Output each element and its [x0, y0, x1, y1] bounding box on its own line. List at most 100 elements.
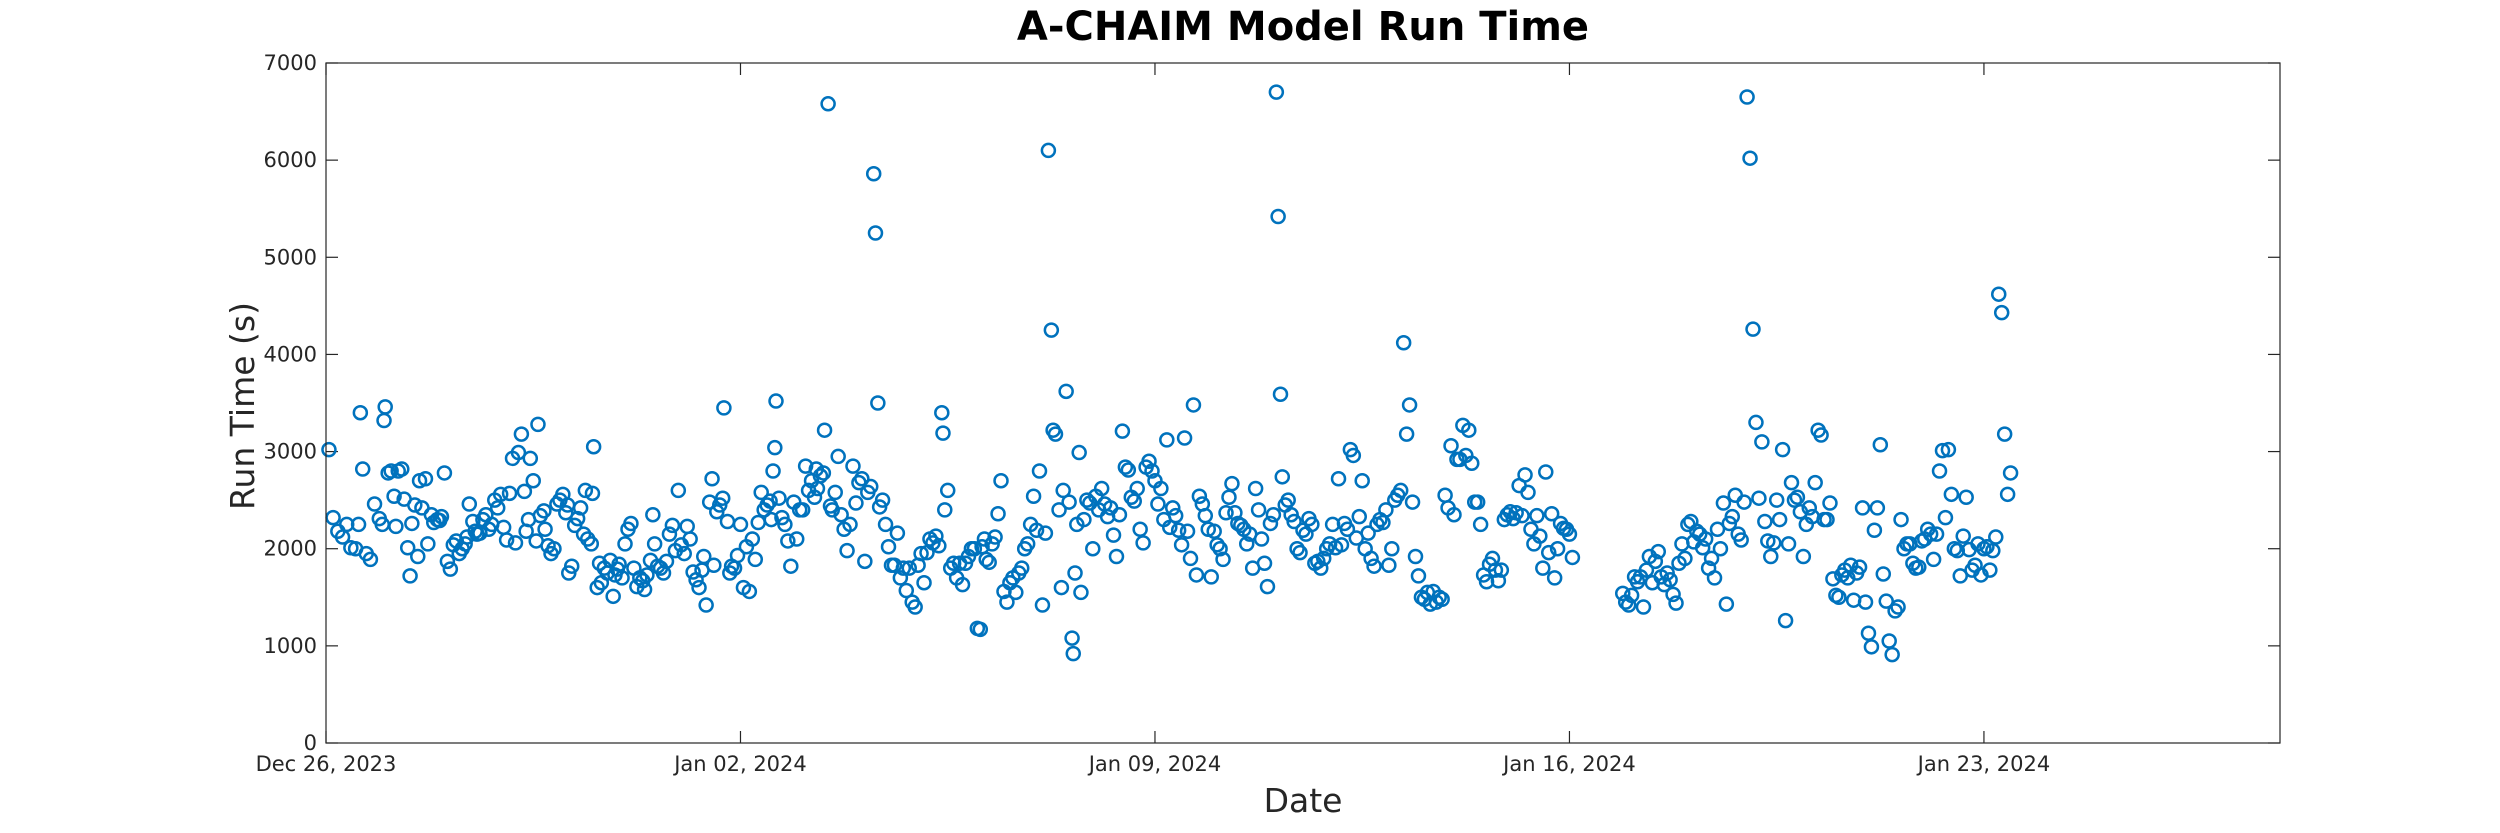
- data-point: [867, 225, 884, 241]
- data-point: [386, 488, 402, 505]
- data-point: [1378, 502, 1394, 518]
- data-point: [1315, 550, 1332, 567]
- data-point: [1395, 335, 1412, 351]
- data-point: [513, 426, 530, 442]
- data-point: [1270, 208, 1286, 225]
- data-point: [1543, 505, 1560, 522]
- data-point: [1884, 646, 1900, 663]
- data-point: [682, 531, 698, 547]
- data-point: [1822, 495, 1838, 511]
- data-point: [1354, 472, 1370, 489]
- data-point: [1079, 492, 1095, 508]
- data-point: [1925, 551, 1942, 568]
- data-point: [1366, 558, 1382, 574]
- data-point: [1757, 513, 1773, 530]
- data-point: [1008, 584, 1024, 601]
- data-point: [1272, 386, 1289, 403]
- data-point: [1982, 562, 1998, 578]
- data-point: [377, 399, 393, 415]
- y-tick-label: 5000: [264, 245, 317, 269]
- data-point: [1878, 593, 1894, 609]
- chart-title: A-CHAIM Model Run Time: [1017, 4, 1589, 50]
- data-point: [783, 558, 799, 574]
- data-point: [1911, 559, 1927, 575]
- data-point: [833, 506, 849, 523]
- data-point: [645, 506, 661, 523]
- data-point: [1514, 507, 1530, 524]
- data-point: [676, 545, 692, 562]
- data-point: [1736, 494, 1752, 510]
- data-point: [1461, 422, 1477, 438]
- data-point: [1203, 569, 1219, 585]
- data-point: [442, 561, 459, 577]
- data-point: [1715, 495, 1732, 511]
- data-point: [1742, 150, 1758, 166]
- data-point: [1768, 492, 1785, 508]
- data-point: [558, 505, 574, 521]
- data-point: [1922, 526, 1939, 542]
- data-point: [771, 490, 787, 506]
- data-point: [1472, 516, 1489, 533]
- data-point: [1540, 544, 1557, 561]
- data-point: [830, 448, 846, 465]
- data-point: [972, 621, 989, 638]
- data-point: [1051, 502, 1067, 518]
- data-point: [2002, 465, 2019, 481]
- data-point: [1765, 535, 1782, 551]
- y-tick-label: 6000: [264, 148, 317, 172]
- data-point: [1304, 516, 1320, 533]
- data-point: [1330, 471, 1347, 487]
- data-point: [763, 511, 780, 528]
- data-point: [1718, 596, 1735, 612]
- y-tick-label: 3000: [264, 440, 317, 464]
- data-point: [1392, 482, 1409, 499]
- data-point: [439, 553, 456, 570]
- data-point: [1754, 434, 1770, 450]
- data-point: [321, 441, 337, 458]
- data-point: [706, 557, 722, 573]
- data-point: [993, 472, 1009, 489]
- data-point: [1085, 540, 1101, 557]
- data-point: [892, 570, 909, 586]
- data-point: [1141, 453, 1157, 470]
- data-point: [366, 496, 383, 512]
- data-point: [1561, 526, 1578, 542]
- data-point: [1813, 427, 1829, 443]
- data-point: [698, 597, 714, 613]
- data-point: [492, 486, 509, 503]
- y-tick-label: 0: [304, 731, 317, 755]
- data-point: [1535, 560, 1551, 576]
- data-point: [1706, 570, 1723, 586]
- data-point: [1262, 515, 1279, 532]
- data-point: [1739, 89, 1755, 105]
- data-point: [854, 471, 870, 487]
- x-tick-label: Jan 23, 2024: [1916, 752, 2051, 776]
- data-point: [623, 515, 639, 532]
- data-point: [937, 502, 953, 518]
- data-point: [1549, 540, 1566, 557]
- data-point: [1801, 500, 1818, 516]
- data-point: [350, 516, 367, 533]
- data-point: [636, 581, 653, 598]
- data-point: [399, 539, 416, 556]
- data-point: [1345, 447, 1362, 464]
- data-point: [1025, 488, 1042, 505]
- data-point: [1831, 589, 1847, 606]
- data-point: [1162, 519, 1178, 536]
- data-point: [530, 416, 546, 433]
- data-point: [1167, 507, 1184, 524]
- data-point: [1250, 502, 1267, 518]
- data-point: [584, 485, 601, 502]
- data-point: [1928, 526, 1945, 542]
- data-point: [1182, 550, 1199, 567]
- y-tick-label: 7000: [264, 51, 317, 75]
- data-point: [1013, 560, 1030, 576]
- data-point: [1620, 597, 1637, 613]
- data-point: [1751, 490, 1767, 506]
- data-point: [1398, 426, 1415, 442]
- data-point: [1064, 630, 1080, 646]
- data-point: [1665, 586, 1681, 603]
- data-point: [1093, 480, 1110, 497]
- data-point: [1748, 414, 1764, 431]
